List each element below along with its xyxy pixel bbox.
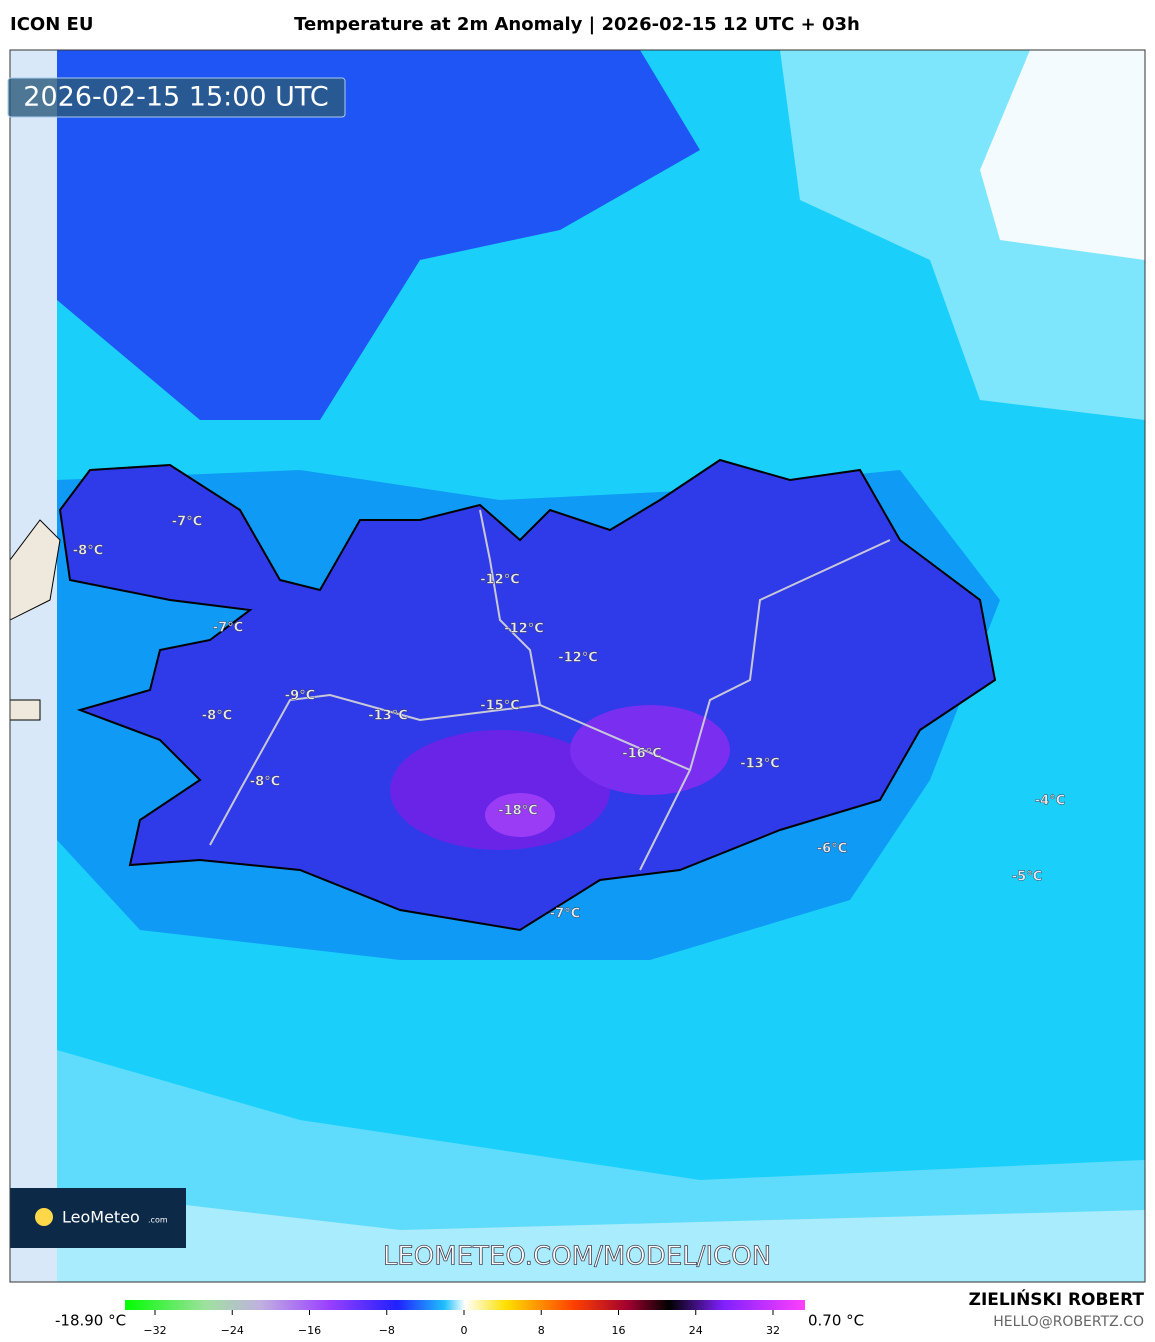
author: ZIELIŃSKI ROBERT [969, 1288, 1145, 1310]
greenland [10, 519, 61, 721]
logo-suffix: .com [148, 1216, 168, 1225]
south-area-light [57, 1190, 1145, 1282]
cold-area [57, 50, 700, 420]
cold-core [390, 730, 610, 850]
colorbar-ticks: −32 −24 −16 −8 0 8 16 24 32 [143, 1310, 780, 1337]
colorbar-tick-label: 16 [612, 1324, 626, 1337]
colorbar-tick-label: −16 [298, 1324, 321, 1337]
colorbar-tick-label: −24 [221, 1324, 244, 1337]
iceland [58, 458, 997, 932]
map: LeoMeteo .com LEOMETEO.COM/MODEL/ICON [10, 50, 1145, 1282]
temperature-label: -8°C [73, 544, 103, 559]
ice-area [980, 50, 1145, 260]
temperature-label: -13°C [368, 709, 408, 724]
temperature-label: -7°C [213, 621, 243, 636]
cold-core [570, 705, 730, 795]
logo-sun [35, 1208, 53, 1226]
temperature-label: -16°C [622, 747, 662, 762]
temperature-label: -18°C [498, 804, 538, 819]
temperature-label: -12°C [504, 622, 544, 637]
watermark: LEOMETEO.COM/MODEL/ICON [383, 1242, 771, 1272]
timestamp-box [7, 77, 346, 118]
colorbar-min: -18.90 °C [55, 1312, 126, 1330]
logo-text: LeoMeteo [62, 1208, 140, 1227]
colorbar-max: 0.70 °C [808, 1312, 864, 1330]
colorbar-tick-label: 8 [538, 1324, 545, 1337]
title: Temperature at 2m Anomaly | 2026-02-15 1… [294, 14, 860, 35]
timestamp: 2026-02-15 15:00 UTC [23, 82, 328, 113]
colorbar [125, 1300, 805, 1310]
temperature-label: -6°C [817, 842, 847, 857]
temperature-label: -12°C [558, 651, 598, 666]
model-name: ICON EU [10, 14, 93, 35]
colorbar-tick-label: 0 [461, 1324, 468, 1337]
temperature-label: -12°C [480, 573, 520, 588]
cold-core [485, 793, 555, 837]
email: HELLO@ROBERTZ.CO [993, 1314, 1144, 1330]
temperature-label: -4°C [1035, 794, 1065, 809]
temperature-label: -15°C [480, 699, 520, 714]
colorbar-tick-label: −8 [379, 1324, 395, 1337]
temperature-label: -7°C [550, 907, 580, 922]
colorbar-tick-label: −32 [143, 1324, 166, 1337]
temperature-labels: -7°C -8°C -7°C -12°C -12°C -12°C -9°C -8°C -13°C… [73, 514, 1066, 922]
temperature-label: -5°C [1012, 870, 1042, 885]
colorbar-tick-label: 32 [766, 1324, 780, 1337]
temperature-label: -9°C [285, 689, 315, 704]
temperature-label: -13°C [740, 757, 780, 772]
map-frame [9, 49, 1146, 1283]
temperature-label: -8°C [202, 709, 232, 724]
edge-strip [10, 50, 57, 1282]
colorbar-tick-label: 24 [689, 1324, 703, 1337]
temperature-label: -7°C [172, 515, 202, 530]
roads [209, 509, 891, 871]
temperature-label: -8°C [250, 775, 280, 790]
